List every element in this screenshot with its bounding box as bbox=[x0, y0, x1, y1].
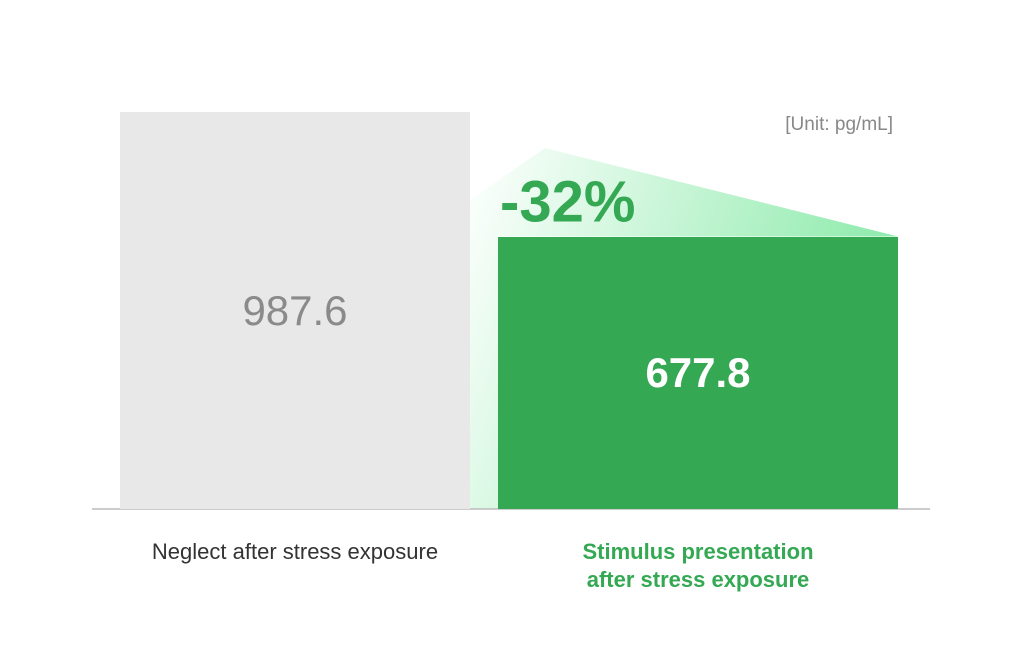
value-label: 677.8 bbox=[645, 348, 751, 396]
unit-label: [Unit: pg/mL] bbox=[785, 114, 893, 135]
value-label: 987.6 bbox=[242, 286, 348, 334]
bar bbox=[120, 112, 470, 509]
x-tick-label: Stimulus presentation after stress expos… bbox=[582, 539, 814, 592]
change-annotation: -32% bbox=[500, 169, 636, 235]
decrease-highlight bbox=[470, 148, 898, 509]
bar bbox=[498, 236, 898, 509]
x-tick-label: Neglect after stress exposure bbox=[151, 539, 439, 564]
